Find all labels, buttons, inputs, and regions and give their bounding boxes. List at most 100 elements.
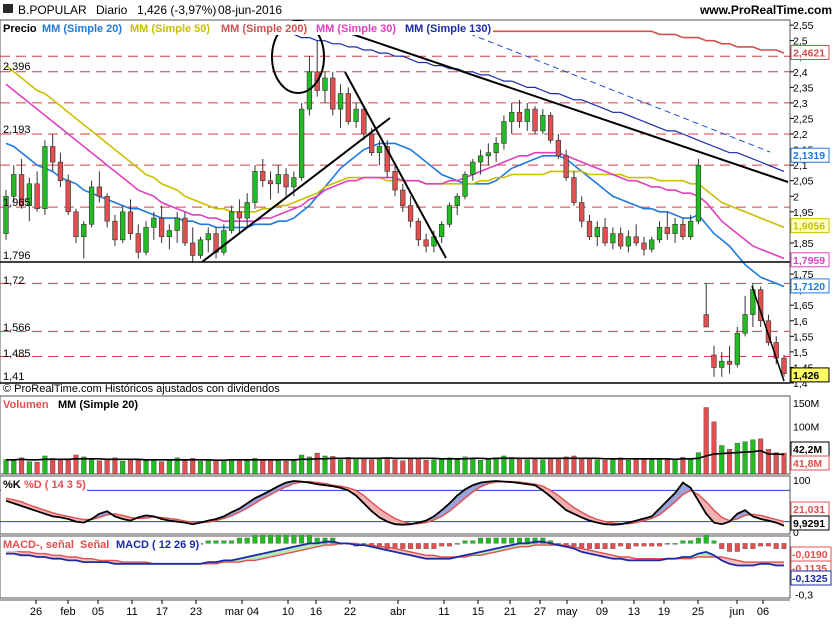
candle-body [127,211,134,234]
candle-body [516,111,523,122]
macd-panel-frame [0,535,791,599]
macd-fill [309,543,318,549]
macd-histogram-bar [439,543,445,547]
stoch-fill [441,503,450,517]
candle-body [376,146,383,154]
price-tick-label: 2,05 [793,176,814,188]
stoch-fill [270,486,279,495]
svg-text:%D ( 14 3 5): %D ( 14 3 5) [24,479,86,491]
candle-body [579,202,585,222]
stoch-fill [449,495,458,512]
macd-histogram-bar [291,535,297,544]
macd-histogram-bar [221,540,227,544]
volume-bar [532,459,538,475]
volume-bar [672,459,678,475]
macd-histogram-bar [501,537,507,544]
stoch-fill [589,516,598,523]
svg-text:1,796: 1,796 [3,250,31,262]
volume-bar [594,459,600,475]
candle-body [151,217,157,228]
candle-body [462,174,468,197]
stoch-fill [682,482,691,495]
stoch-badge-label: 21,031 [793,504,825,516]
stoch-legend: %K %D ( 14 3 5) [1,477,87,491]
stoch-fill [363,495,372,512]
menu-icon[interactable] [3,4,13,13]
price-tick-label: 1,55 [793,331,814,343]
trendlines [0,29,790,384]
macd-histogram-bar [587,543,592,549]
candle-body [337,93,344,110]
volume-bar [159,461,165,475]
volume-bar [750,439,756,475]
price-badge-label: 2,4621 [793,47,825,59]
svg-text:1,72: 1,72 [3,275,24,287]
candle-body [711,354,717,368]
macd-histogram-bar [532,537,538,544]
macd-legend: MACD-, señal Señal MACD ( 12 26 9) [1,537,201,551]
macd-histogram-bar [485,537,491,544]
volume-bar [26,461,32,475]
macd-line [6,540,784,567]
stoch-badge-label: 9,9291 [793,518,825,530]
volume-bar [89,459,95,475]
volume-bar [174,457,180,475]
candle-body [34,183,40,210]
volume-bar [283,460,289,475]
macd-histogram-bar [727,543,733,552]
candle-body [625,236,632,247]
macd-histogram-bar [734,543,740,552]
volume-bar [586,458,593,475]
volume-bar [501,455,507,475]
macd-histogram-bar [602,543,608,549]
candle-body [641,242,647,250]
candle-body [719,360,725,368]
price-tick-label: 1,65 [793,300,814,312]
macd-histogram-bar [649,543,655,547]
candle-body [345,93,351,122]
volume-bar [127,458,134,475]
candle-body [283,174,289,188]
candle-body [742,314,748,334]
candle-body [205,233,211,241]
volume-bar [151,459,157,475]
candle-body [695,164,702,222]
candle-body [501,121,507,144]
volume-bar [353,458,359,475]
macd-histogram-bar [446,543,452,547]
volume-bar [649,459,655,475]
volume-bar [135,460,141,475]
price-legend: Precio MM (Simple 20) MM (Simple 50) MM … [1,21,493,35]
stoch-fill [573,507,582,518]
volume-badge-label: 42,2M [793,444,822,456]
volume-bar [104,459,110,475]
volume-badge-box [790,455,830,471]
svg-text:Precio: Precio [3,23,37,35]
stoch-k-line [5,480,785,527]
macd-histogram-bar [672,543,678,545]
macd-histogram-bar [703,535,709,544]
candle-body [680,223,686,238]
x-tick-label: 21 [504,606,516,618]
volume-bar [361,457,367,475]
candle-body [260,171,266,182]
volume-bar [330,456,336,475]
macd-badge-box [790,570,832,586]
svg-text:1,485: 1,485 [3,348,31,360]
volume-bar [291,460,297,475]
macd-histogram-bar [275,535,281,544]
candle-body [672,223,678,234]
volume-bar [695,452,701,475]
price-tick-label: 2,25 [793,113,814,125]
macd-histogram-bar [618,543,624,547]
volume-bar [306,456,312,475]
candle-body [228,211,235,231]
macd-histogram-bar [719,543,725,549]
volume-bar [688,458,694,475]
candle-body [197,239,204,256]
volume-bar [454,459,460,475]
volume-bar [540,459,546,475]
volume-bar [610,459,616,475]
volume-bar [439,459,445,475]
svg-text:2,193: 2,193 [3,124,31,136]
